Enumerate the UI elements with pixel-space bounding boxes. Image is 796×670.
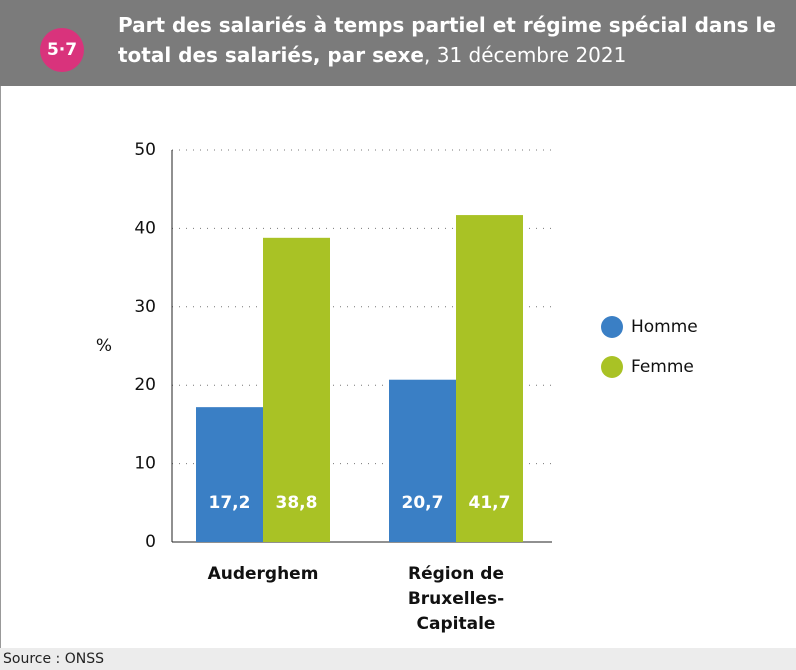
border bbox=[0, 86, 1, 648]
bar bbox=[196, 407, 263, 542]
chart-subtitle: , 31 décembre 2021 bbox=[424, 43, 627, 67]
chart-title: Part des salariés à temps partiel et rég… bbox=[118, 13, 776, 67]
x-tick-label: Auderghem bbox=[207, 564, 319, 584]
legend-label: Femme bbox=[631, 357, 694, 377]
value-label: 20,7 bbox=[402, 493, 444, 513]
y-tick-label: 10 bbox=[134, 454, 156, 474]
title: Part des salariés à temps partiel et rég… bbox=[118, 10, 783, 70]
y-tick-label: 40 bbox=[134, 218, 156, 238]
bar bbox=[389, 379, 456, 542]
x-tick-label: Région de Bruxelles-Capitale bbox=[407, 564, 505, 634]
chart: 0 10 20 30 40 50% 17,2 38,8 20,7 41,7 Homme Femme bbox=[96, 140, 698, 552]
value-label: 17,2 bbox=[209, 493, 251, 513]
badge: 5·7 bbox=[40, 28, 84, 72]
y-tick-label: 50 bbox=[134, 140, 156, 160]
bar bbox=[456, 215, 523, 542]
header: 5·7 Part des salariés à temps partiel et… bbox=[0, 0, 796, 86]
y-axis-label: % bbox=[96, 336, 112, 356]
y-tick-label: 20 bbox=[134, 375, 156, 395]
y-tick-label: 30 bbox=[134, 297, 156, 317]
value-label: 41,7 bbox=[469, 493, 511, 513]
bar bbox=[263, 237, 330, 543]
y-tick-label: 0 bbox=[145, 532, 156, 552]
legend-marker bbox=[601, 316, 623, 338]
source: Source : ONSS bbox=[0, 648, 796, 670]
legend-label: Homme bbox=[631, 317, 698, 337]
legend-marker bbox=[601, 356, 623, 378]
value-label: 38,8 bbox=[276, 493, 318, 513]
